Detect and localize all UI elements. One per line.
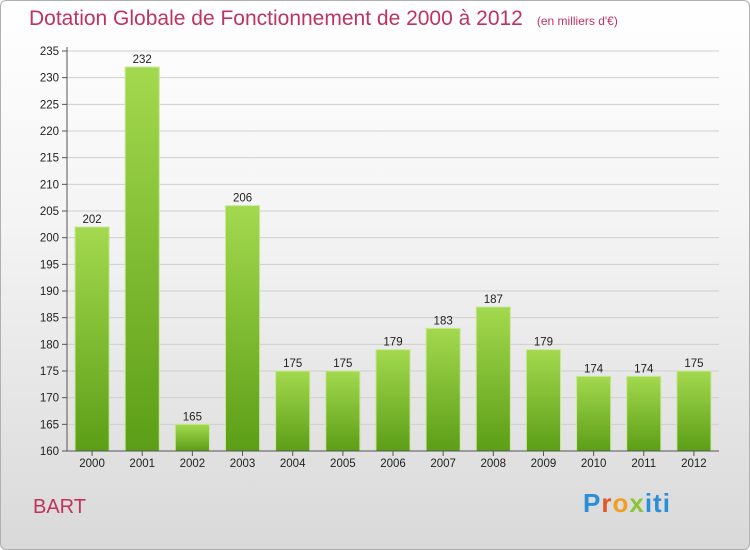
bar: [676, 370, 712, 452]
bar-value-label: 174: [584, 363, 604, 375]
y-tick-label: 205: [40, 206, 59, 218]
bar: [74, 226, 110, 452]
x-tick-label: 2001: [129, 458, 155, 470]
bar: [525, 349, 562, 452]
x-tick-label: 2011: [631, 458, 656, 470]
bar-value-label: 165: [183, 411, 202, 423]
bar-value-label: 179: [534, 337, 553, 349]
bar: [325, 370, 361, 452]
bar: [375, 349, 411, 452]
y-tick-label: 215: [40, 153, 59, 165]
x-tick-label: 2003: [230, 458, 256, 470]
bar-value-label: 175: [283, 358, 302, 370]
chart-unit: (en milliers d'€): [536, 14, 618, 28]
bar-value-label: 206: [233, 193, 252, 205]
y-tick-label: 175: [40, 366, 59, 378]
bar: [576, 375, 612, 452]
bar-value-label: 232: [133, 54, 152, 66]
y-tick-label: 220: [40, 126, 59, 138]
y-tick-label: 165: [40, 419, 59, 431]
x-tick-label: 2009: [531, 458, 557, 470]
bar: [174, 423, 210, 452]
bar: [425, 327, 461, 452]
bars: 202 232 165 206 175 175 179 183 187 179 174 174 175: [74, 54, 712, 452]
bar: [224, 205, 261, 452]
x-tick-label: 2005: [330, 458, 356, 470]
y-tick-label: 195: [40, 259, 59, 271]
y-tick-label: 225: [40, 99, 59, 111]
bar-value-label: 175: [333, 358, 352, 370]
chart-title-text: Dotation Globale de Fonctionnement de 20…: [29, 7, 523, 30]
x-tick-label: 2008: [481, 458, 507, 470]
x-tick-label: 2006: [380, 458, 406, 470]
x-tick-label: 2007: [430, 458, 456, 470]
y-tick-label: 235: [40, 46, 59, 58]
x-tick-label: 2012: [681, 458, 707, 470]
commune-name: BART: [33, 496, 86, 518]
y-tick-label: 190: [40, 286, 59, 298]
y-tick-label: 210: [40, 179, 59, 191]
proxiti-logo[interactable]: Proxiti: [583, 488, 671, 518]
y-tick-label: 160: [40, 446, 59, 458]
x-tick-label: 2004: [280, 458, 306, 470]
bar-value-label: 187: [484, 294, 503, 306]
x-tick-label: 2002: [180, 458, 206, 470]
bar: [475, 306, 511, 452]
bar: [626, 375, 662, 452]
bar-value-label: 183: [434, 315, 453, 327]
bar: [124, 66, 160, 452]
bar-value-label: 175: [684, 358, 703, 370]
y-tick-label: 200: [40, 233, 59, 245]
bar-value-label: 179: [383, 337, 402, 349]
axes: 160 165 170 175 180 185 190 195 200 205 210 215 220 2…: [40, 46, 719, 470]
y-tick-label: 180: [40, 339, 59, 351]
chart-title: Dotation Globale de Fonctionnement de 20…: [29, 7, 618, 31]
y-tick-label: 185: [40, 313, 59, 325]
y-tick-label: 230: [40, 73, 59, 85]
bar-value-label: 202: [82, 214, 101, 226]
x-tick-label: 2000: [79, 458, 105, 470]
bar-value-label: 174: [634, 363, 654, 375]
x-tick-label: 2010: [581, 458, 607, 470]
y-tick-label: 170: [40, 393, 59, 405]
bar: [275, 370, 311, 452]
